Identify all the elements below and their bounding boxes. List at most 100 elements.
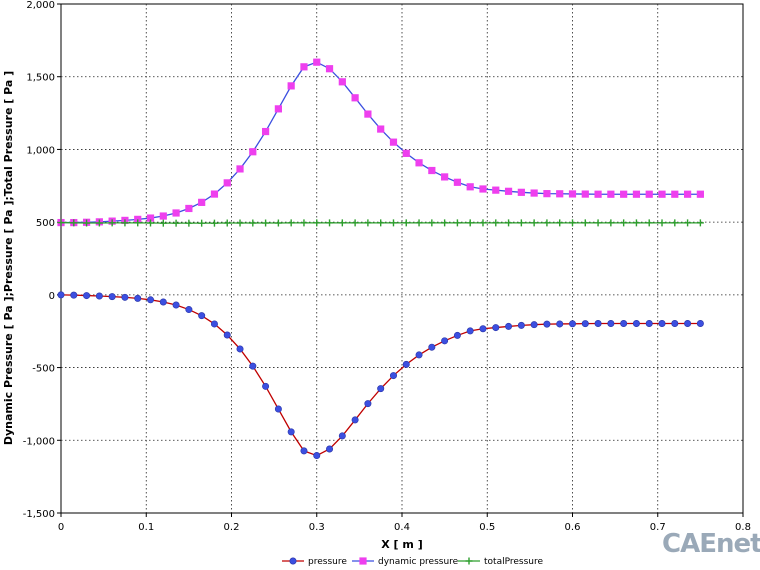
data-point <box>453 219 461 227</box>
data-point <box>364 219 372 227</box>
data-point <box>479 185 487 193</box>
data-point <box>198 219 206 227</box>
x-tick-label: 0.6 <box>565 522 581 533</box>
data-point <box>198 198 206 206</box>
x-tick-label: 0.4 <box>394 522 410 533</box>
data-point <box>492 186 500 194</box>
data-point <box>696 190 704 198</box>
data-point <box>185 306 193 314</box>
data-point <box>326 445 334 453</box>
data-point <box>517 188 525 196</box>
data-point <box>543 219 551 227</box>
data-point <box>607 219 615 227</box>
legend-marker <box>359 557 367 565</box>
data-point <box>645 190 653 198</box>
data-point <box>159 298 167 306</box>
data-point <box>428 166 436 175</box>
data-point <box>543 190 551 198</box>
data-point <box>620 320 628 328</box>
data-point <box>607 320 615 328</box>
data-point <box>466 183 474 191</box>
x-tick-label: 0.5 <box>479 522 495 533</box>
data-point <box>338 219 346 227</box>
y-tick-label: 0 <box>49 291 55 302</box>
data-point <box>172 301 180 309</box>
data-point <box>415 219 423 227</box>
data-point <box>108 293 116 301</box>
data-point <box>402 360 410 368</box>
data-point <box>300 219 308 227</box>
data-point <box>338 432 346 440</box>
data-point <box>492 219 500 227</box>
data-point <box>377 125 385 133</box>
legend-marker <box>465 557 473 565</box>
data-point <box>236 219 244 227</box>
data-point <box>581 190 589 198</box>
legend: pressure dynamic pressure totalPressure <box>282 557 543 567</box>
data-point <box>632 190 641 198</box>
data-point <box>415 351 423 359</box>
data-point <box>594 320 602 328</box>
data-point <box>441 337 449 345</box>
data-point <box>645 320 653 328</box>
y-axis-label: Dynamic Pressure [ Pa ];Pressure [ Pa ];… <box>2 71 15 445</box>
data-point <box>287 219 295 227</box>
y-tick-label: -1,000 <box>23 436 55 447</box>
data-point <box>505 219 513 227</box>
data-point <box>594 219 602 227</box>
data-point <box>146 214 155 222</box>
data-point <box>313 452 321 460</box>
data-point <box>581 219 589 227</box>
data-point <box>658 320 666 328</box>
data-point <box>83 219 91 227</box>
data-point <box>147 219 155 227</box>
data-point <box>198 312 206 320</box>
legend-item: totalPressure <box>458 557 543 567</box>
data-point <box>492 324 500 332</box>
watermark-logo: CAEnet <box>662 529 760 559</box>
data-point <box>364 110 372 118</box>
data-point <box>581 320 589 328</box>
data-point <box>620 219 628 227</box>
data-point <box>441 219 449 227</box>
data-point <box>121 219 129 227</box>
y-tick-label: 1,000 <box>26 145 55 156</box>
data-point <box>530 321 538 329</box>
data-point <box>159 212 167 220</box>
y-tick-label: 1,500 <box>26 73 55 84</box>
data-point <box>632 219 640 227</box>
data-point <box>556 219 564 227</box>
data-point <box>389 138 398 146</box>
data-point <box>428 219 436 227</box>
data-point <box>530 219 538 227</box>
data-point <box>95 219 103 227</box>
data-point <box>505 322 513 330</box>
data-point <box>683 190 692 198</box>
data-point <box>249 219 257 227</box>
data-point <box>684 320 692 328</box>
data-point <box>274 219 282 227</box>
data-point <box>300 447 308 455</box>
data-point <box>479 325 487 333</box>
data-point <box>632 320 640 328</box>
data-point <box>389 372 397 380</box>
data-point <box>223 219 231 227</box>
data-point <box>453 178 462 186</box>
data-point <box>415 159 423 167</box>
data-point <box>556 190 564 198</box>
legend-item: dynamic pressure <box>352 557 459 567</box>
data-point <box>428 343 436 351</box>
legend-label: dynamic pressure <box>378 557 459 567</box>
data-point <box>338 78 346 86</box>
data-point <box>658 190 666 198</box>
y-tick-label: 2,000 <box>26 0 55 11</box>
data-point <box>57 291 65 299</box>
data-point <box>620 190 628 198</box>
y-tick-label: 500 <box>36 218 55 229</box>
data-point <box>210 219 218 227</box>
data-point <box>351 94 359 102</box>
y-tick-label: -500 <box>32 364 55 375</box>
data-point <box>607 190 615 198</box>
data-point <box>121 293 129 301</box>
